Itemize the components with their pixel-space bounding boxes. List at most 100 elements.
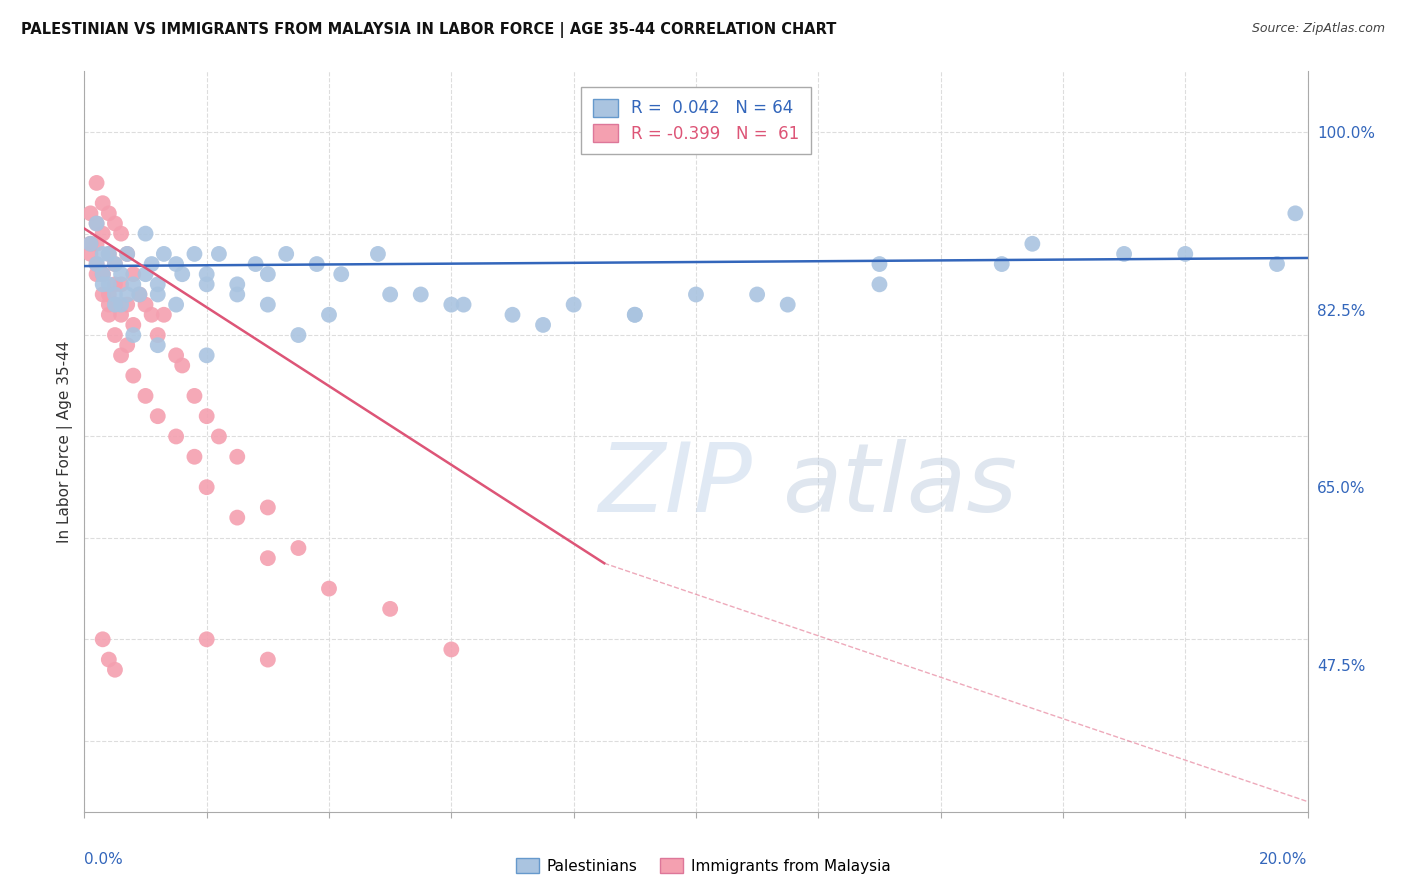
Point — [128, 287, 150, 301]
Point — [86, 217, 108, 231]
Point — [86, 257, 108, 271]
Point — [208, 429, 231, 443]
Point — [562, 298, 585, 312]
Point — [86, 217, 108, 231]
Point — [91, 632, 114, 647]
Point — [165, 298, 187, 312]
Point — [115, 338, 138, 352]
Point — [141, 257, 163, 271]
Text: PALESTINIAN VS IMMIGRANTS FROM MALAYSIA IN LABOR FORCE | AGE 35-44 CORRELATION C: PALESTINIAN VS IMMIGRANTS FROM MALAYSIA … — [21, 22, 837, 38]
Point — [135, 389, 157, 403]
Point — [122, 277, 145, 292]
Point — [91, 196, 114, 211]
Point — [172, 359, 194, 373]
Point — [1114, 247, 1136, 261]
Point — [110, 277, 132, 292]
Legend: Palestinians, Immigrants from Malaysia: Palestinians, Immigrants from Malaysia — [509, 852, 897, 880]
Point — [440, 298, 463, 312]
Point — [1284, 206, 1306, 220]
Point — [97, 206, 120, 220]
Point — [226, 287, 249, 301]
Point — [208, 247, 231, 261]
Point — [110, 298, 132, 312]
Point — [97, 247, 120, 261]
Point — [183, 389, 205, 403]
Point — [115, 247, 138, 261]
Point — [146, 287, 169, 301]
Point — [195, 480, 218, 494]
Point — [153, 308, 176, 322]
Point — [183, 450, 205, 464]
Point — [991, 257, 1014, 271]
Point — [135, 227, 157, 241]
Point — [531, 318, 554, 332]
Point — [146, 328, 169, 343]
Point — [97, 298, 120, 312]
Point — [226, 450, 249, 464]
Point — [104, 257, 127, 271]
Point — [146, 277, 169, 292]
Point — [869, 257, 891, 271]
Point — [1265, 257, 1288, 271]
Point — [115, 287, 138, 301]
Point — [195, 277, 218, 292]
Point — [91, 227, 114, 241]
Point — [245, 257, 267, 271]
Point — [104, 257, 127, 271]
Point — [122, 368, 145, 383]
Point — [91, 277, 114, 292]
Point — [91, 267, 114, 281]
Point — [1021, 236, 1043, 251]
Point — [110, 227, 132, 241]
Point — [624, 308, 647, 322]
Point — [97, 287, 120, 301]
Point — [91, 247, 114, 261]
Text: 0.0%: 0.0% — [84, 853, 124, 867]
Point — [257, 551, 280, 566]
Point — [91, 267, 114, 281]
Point — [91, 287, 114, 301]
Point — [287, 328, 309, 343]
Point — [257, 267, 280, 281]
Point — [97, 247, 120, 261]
Point — [869, 277, 891, 292]
Point — [135, 298, 157, 312]
Point — [776, 298, 799, 312]
Point — [165, 348, 187, 362]
Point — [79, 247, 101, 261]
Point — [104, 298, 127, 312]
Point — [115, 298, 138, 312]
Legend: R =  0.042   N = 64, R = -0.399   N =  61: R = 0.042 N = 64, R = -0.399 N = 61 — [581, 87, 811, 154]
Point — [330, 267, 353, 281]
Point — [86, 267, 108, 281]
Point — [195, 267, 218, 281]
Point — [153, 247, 176, 261]
Point — [380, 287, 402, 301]
Point — [115, 247, 138, 261]
Point — [79, 206, 101, 220]
Point — [104, 217, 127, 231]
Point — [226, 510, 249, 524]
Point — [685, 287, 707, 301]
Text: 20.0%: 20.0% — [1260, 853, 1308, 867]
Point — [122, 318, 145, 332]
Point — [146, 338, 169, 352]
Point — [146, 409, 169, 424]
Point — [128, 287, 150, 301]
Point — [367, 247, 389, 261]
Text: atlas: atlas — [782, 440, 1017, 533]
Point — [257, 500, 280, 515]
Point — [104, 287, 127, 301]
Point — [165, 429, 187, 443]
Point — [104, 663, 127, 677]
Y-axis label: In Labor Force | Age 35-44: In Labor Force | Age 35-44 — [58, 341, 73, 542]
Point — [104, 328, 127, 343]
Point — [1174, 247, 1197, 261]
Point — [257, 298, 280, 312]
Point — [165, 257, 187, 271]
Point — [747, 287, 769, 301]
Point — [440, 642, 463, 657]
Point — [257, 652, 280, 666]
Point — [318, 582, 340, 596]
Point — [195, 348, 218, 362]
